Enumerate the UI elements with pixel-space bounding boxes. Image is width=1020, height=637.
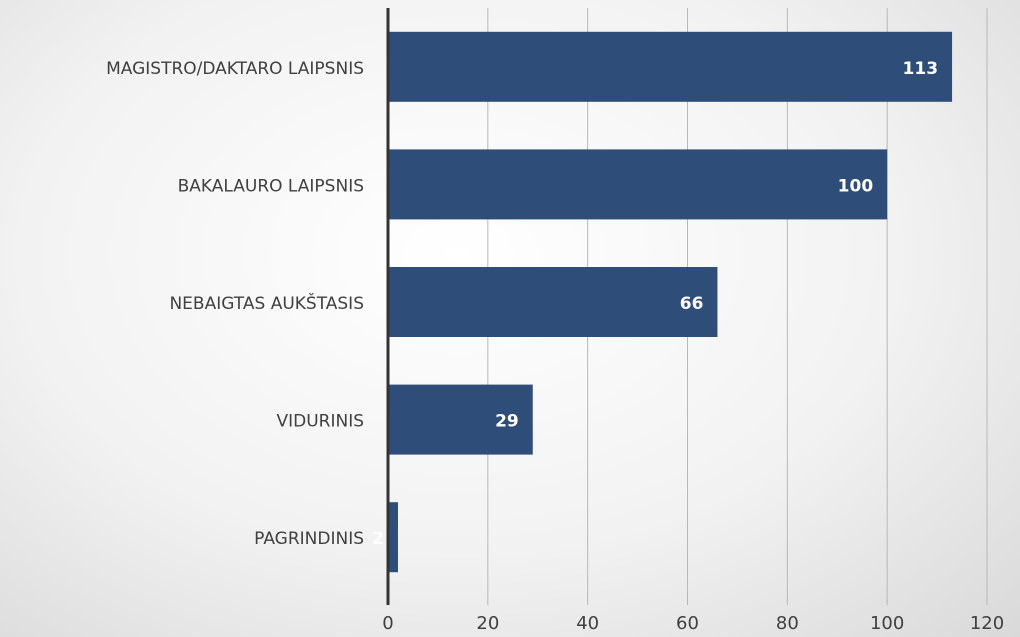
x-tick-label: 20 [476,613,499,634]
x-tick-label: 80 [776,613,799,634]
bar [388,267,718,337]
y-tick-label: MAGISTRO/DAKTARO LAIPSNIS [106,59,364,79]
bar [388,31,953,102]
value-label: 113 [903,59,939,79]
y-tick-label: BAKALAURO LAIPSNIS [178,176,364,196]
x-tick-label: 40 [576,613,599,634]
y-tick-label: PAGRINDINIS [254,529,364,549]
x-tick-label: 120 [970,613,1004,634]
value-label: 100 [838,176,874,196]
y-tick-label: VIDURINIS [276,412,364,432]
x-tick-label: 100 [870,613,904,634]
bar [388,384,533,455]
y-tick-label: NEBAIGTAS AUKŠTASIS [169,292,364,314]
value-label: 29 [495,412,519,432]
value-label: 2 [372,529,384,549]
x-tick-label: 0 [382,613,393,634]
value-label: 66 [680,294,704,314]
x-tick-label: 60 [676,613,699,634]
bar [388,149,888,220]
bar [388,502,398,573]
